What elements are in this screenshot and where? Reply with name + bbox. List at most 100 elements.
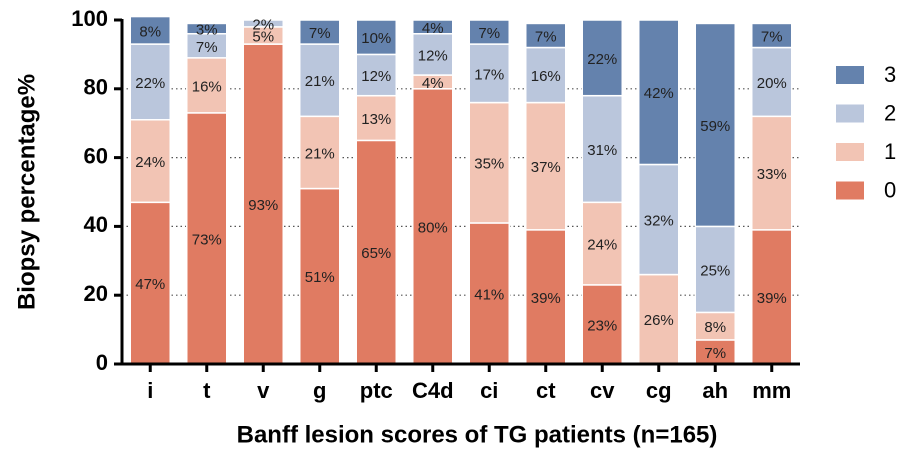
value-label: 31% <box>587 142 617 159</box>
y-tick-label: 60 <box>84 143 108 168</box>
value-label: 12% <box>361 68 391 85</box>
legend-swatch <box>836 66 864 84</box>
bar-segment <box>355 19 397 56</box>
x-tick-label: v <box>257 378 270 403</box>
value-label: 80% <box>418 219 448 236</box>
value-label: 39% <box>531 290 561 307</box>
value-label: 51% <box>305 269 335 286</box>
value-label: 39% <box>757 290 787 307</box>
x-axis-title: Banff lesion scores of TG patients (n=16… <box>237 421 718 448</box>
value-label: 26% <box>644 312 674 329</box>
bar-segment <box>581 94 623 204</box>
x-tick-label: mm <box>752 378 791 403</box>
value-label: 8% <box>139 23 161 40</box>
bar-segment <box>525 101 567 231</box>
value-label: 7% <box>478 25 500 42</box>
bar-segment <box>186 33 228 59</box>
bar-segment <box>751 229 793 365</box>
legend-label: 2 <box>884 100 896 125</box>
legend-label: 3 <box>884 62 896 87</box>
value-label: 16% <box>192 78 222 95</box>
value-label: 21% <box>305 145 335 162</box>
x-tick-label: cg <box>646 378 672 403</box>
x-tick-label: g <box>313 378 326 403</box>
value-label: 4% <box>422 75 444 92</box>
bar-segment <box>638 19 680 166</box>
value-label: 5% <box>252 28 274 45</box>
value-label: 37% <box>531 159 561 176</box>
value-label: 35% <box>474 156 504 173</box>
value-label: 33% <box>757 166 787 183</box>
bar-segment <box>129 15 171 45</box>
bar-segment <box>751 115 793 231</box>
bar-segment <box>299 115 341 190</box>
value-label: 17% <box>474 66 504 83</box>
value-label: 13% <box>361 111 391 128</box>
x-tick-label: t <box>203 378 211 403</box>
bar-segment <box>751 22 793 49</box>
bar-segment <box>242 19 284 28</box>
value-label: 3% <box>196 22 218 39</box>
legend-swatch <box>836 104 864 123</box>
bar-segment <box>468 19 510 45</box>
value-label: 32% <box>644 212 674 229</box>
value-label: 22% <box>587 51 617 68</box>
value-label: 65% <box>361 245 391 262</box>
value-label: 7% <box>704 345 726 362</box>
x-tick-label: ptc <box>360 378 393 403</box>
y-tick-label: 40 <box>84 212 108 237</box>
value-label: 7% <box>535 28 557 45</box>
x-tick-label: C4d <box>412 378 454 403</box>
y-tick-label: 0 <box>96 350 108 375</box>
value-label: 24% <box>587 237 617 254</box>
value-label: 21% <box>305 73 335 90</box>
value-label: 16% <box>531 68 561 85</box>
value-label: 10% <box>361 30 391 47</box>
bar-segment <box>581 201 623 286</box>
legend-swatch <box>836 181 864 200</box>
bar-segment <box>299 19 341 45</box>
value-label: 7% <box>196 39 218 56</box>
bar-segment <box>129 43 171 121</box>
bar-segment <box>751 46 793 118</box>
y-tick-label: 100 <box>71 6 108 31</box>
bar-segment <box>186 22 228 35</box>
y-axis-title: Biopsy percentage% <box>13 74 40 310</box>
value-label: 7% <box>761 28 783 45</box>
value-label: 24% <box>135 154 165 171</box>
value-label: 42% <box>644 85 674 102</box>
bar-segment <box>299 187 341 365</box>
bar-segment <box>355 94 397 142</box>
value-label: 59% <box>700 118 730 135</box>
value-label: 7% <box>309 25 331 42</box>
value-label: 20% <box>757 75 787 92</box>
bar-segment <box>694 225 736 314</box>
bar-segment <box>129 119 171 204</box>
bar-segment <box>694 22 736 228</box>
value-label: 73% <box>192 231 222 248</box>
x-tick-label: cv <box>590 378 615 403</box>
x-tick-label: ah <box>702 378 728 403</box>
bar-segment <box>412 19 454 35</box>
legend-swatch <box>836 143 864 161</box>
y-tick-label: 20 <box>84 281 108 306</box>
value-label: 4% <box>422 20 444 37</box>
value-label: 47% <box>135 276 165 293</box>
y-tick-label: 80 <box>84 75 108 100</box>
legend-label: 1 <box>884 139 896 164</box>
bar-segment <box>468 101 510 224</box>
value-label: 41% <box>474 286 504 303</box>
bar-segment <box>638 273 680 365</box>
value-label: 22% <box>135 75 165 92</box>
bar-segment <box>525 22 567 49</box>
value-label: 93% <box>248 197 278 214</box>
bar-segment <box>186 112 228 365</box>
value-label: 12% <box>418 47 448 64</box>
bar-segment <box>355 53 397 97</box>
value-label: 25% <box>700 262 730 279</box>
bar-segment <box>581 19 623 97</box>
value-label: 23% <box>587 317 617 334</box>
legend-label: 0 <box>884 177 896 202</box>
x-tick-label: i <box>147 378 153 403</box>
